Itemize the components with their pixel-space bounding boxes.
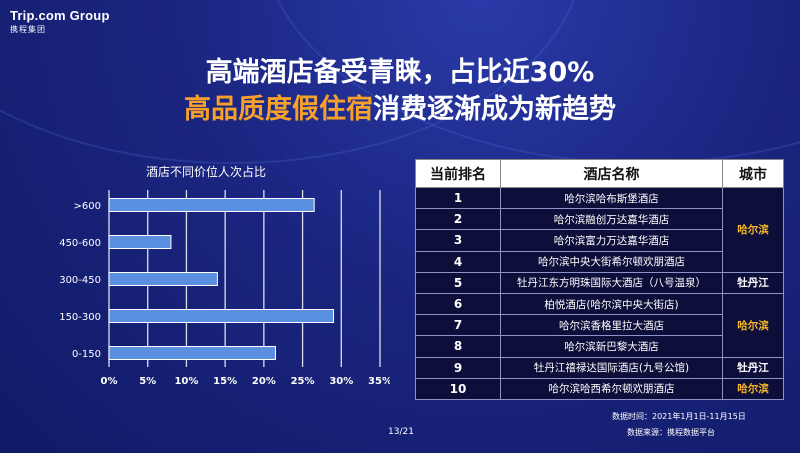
hotel-cell: 牡丹江东方明珠国际大酒店（八号温泉） (500, 271, 723, 294)
x-tick-label: 15% (213, 376, 237, 387)
hotel-cell: 牡丹江禧禄达国际酒店(九号公馆) (500, 356, 723, 379)
rank-cell: 5 (415, 271, 501, 294)
header-hotel: 酒店名称 (500, 159, 723, 188)
rank-cell: 4 (415, 250, 501, 273)
rank-cell: 7 (415, 314, 501, 337)
category-label: 300-450 (59, 275, 101, 286)
hotel-cell: 哈尔滨中央大街希尔顿欢朋酒店 (500, 250, 723, 273)
city-cell: 牡丹江 (722, 356, 784, 379)
hotel-cell: 哈尔滨哈西希尔顿欢朋酒店 (500, 377, 723, 400)
company-logo: Trip.com Group 携程集团 (10, 8, 110, 35)
page-number: 13/21 (388, 427, 414, 437)
bar (108, 272, 218, 286)
slide-title-line1: 高端酒店备受青睐，占比近30% (205, 57, 595, 88)
x-tick-label: 25% (291, 376, 315, 387)
table-row: 4 哈尔滨中央大街希尔顿欢朋酒店 (415, 250, 784, 273)
table-row: 9 牡丹江禧禄达国际酒店(九号公馆) 牡丹江 (415, 356, 784, 379)
table-row: 5 牡丹江东方明珠国际大酒店（八号温泉） 牡丹江 (415, 271, 784, 294)
rank-cell: 2 (415, 208, 501, 231)
city-cell: 哈尔滨 (722, 292, 784, 358)
x-tick-label: 20% (252, 376, 276, 387)
slide-title-line2: 高品质度假住宿消费逐渐成为新趋势 (0, 87, 800, 126)
title-rest: 消费逐渐成为新趋势 (373, 94, 616, 125)
hotel-cell: 哈尔滨哈布斯堡酒店 (500, 186, 723, 210)
rank-cell: 6 (415, 292, 501, 316)
bar (108, 235, 172, 249)
hotel-cell: 哈尔滨香格里拉大酒店 (500, 314, 723, 337)
hotel-cell: 哈尔滨富力万达嘉华酒店 (500, 229, 723, 252)
city-cell: 牡丹江 (722, 271, 784, 294)
table-row: 7 哈尔滨香格里拉大酒店 (415, 314, 784, 337)
table-header-row: 当前排名 酒店名称 城市 (415, 159, 784, 188)
hotel-ranking-table: 当前排名 酒店名称 城市 1 哈尔滨哈布斯堡酒店 哈尔滨 2 哈尔滨融创万达嘉华… (415, 159, 784, 400)
category-label: >600 (74, 201, 101, 212)
x-tick-label: 5% (139, 376, 156, 387)
rank-cell: 1 (415, 186, 501, 210)
bar (108, 346, 276, 360)
table-row: 10 哈尔滨哈西希尔顿欢朋酒店 哈尔滨 (415, 377, 784, 400)
rank-cell: 3 (415, 229, 501, 252)
logo-brand: Trip.com Group (10, 8, 110, 23)
table-row: 6 柏悦酒店(哈尔滨中央大街店) 哈尔滨 (415, 292, 784, 358)
category-label: 0-150 (72, 349, 101, 360)
bar-chart: 0% 5% 10% 15% 20% 25% 30% 35% >600 450-600 300-450… (59, 190, 390, 387)
data-source-note: 数据来源：携程数据平台 (627, 428, 715, 437)
table-row: 1 哈尔滨哈布斯堡酒店 哈尔滨 (415, 186, 784, 273)
hotel-cell: 柏悦酒店(哈尔滨中央大街店) (500, 292, 723, 316)
logo-subtitle: 携程集团 (10, 25, 46, 34)
table-row: 8 哈尔滨新巴黎大酒店 (415, 335, 784, 358)
hotel-cell: 哈尔滨新巴黎大酒店 (500, 335, 723, 358)
category-label: 150-300 (59, 312, 101, 323)
x-tick-label: 30% (329, 376, 353, 387)
header-rank: 当前排名 (415, 159, 501, 188)
hotel-cell: 哈尔滨融创万达嘉华酒店 (500, 208, 723, 231)
header-city: 城市 (722, 159, 784, 188)
table-row: 3 哈尔滨富力万达嘉华酒店 (415, 229, 784, 252)
data-date-note: 数据时间：2021年1月1日-11月15日 (612, 412, 746, 421)
city-cell: 哈尔滨 (722, 377, 784, 400)
x-tick-label: 0% (101, 376, 118, 387)
category-label: 450-600 (59, 238, 101, 249)
title-highlight: 高品质度假住宿 (184, 94, 373, 125)
x-tick-label: 10% (174, 376, 198, 387)
x-tick-label: 35% (368, 376, 390, 387)
rank-cell: 8 (415, 335, 501, 358)
chart-title: 酒店不同价位人次占比 (146, 165, 267, 179)
table-row: 2 哈尔滨融创万达嘉华酒店 (415, 208, 784, 231)
bar (108, 198, 315, 212)
bar (108, 309, 335, 323)
city-cell: 哈尔滨 (722, 187, 784, 273)
rank-cell: 10 (415, 377, 501, 400)
rank-cell: 9 (415, 356, 501, 379)
